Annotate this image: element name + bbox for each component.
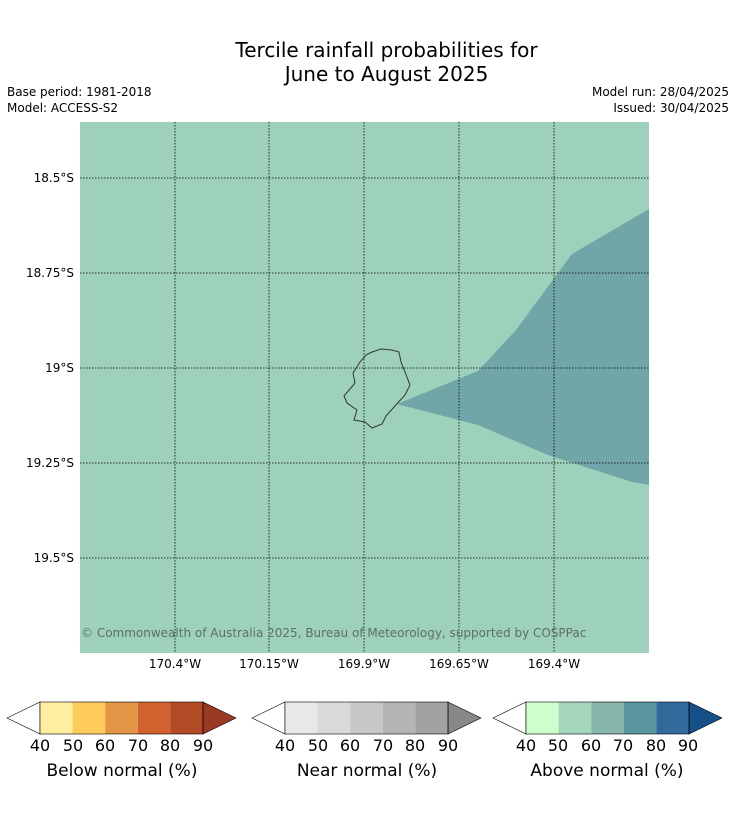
lon-label: 169.65°W [429,657,489,671]
colorbar-tick: 40 [515,736,537,755]
map-canvas [80,122,649,653]
colorbar-segment [40,702,73,734]
colorbar-segment [558,702,592,734]
colorbar-tick: 60 [94,736,116,755]
colorbar-tick: 50 [307,736,329,755]
colorbar-segment [170,702,203,734]
lon-label: 170.4°W [148,657,202,671]
colorbar-legends [6,701,723,735]
colorbar-outline [525,701,690,735]
lat-label: 19.25°S [26,456,74,470]
colorbar-over-arrow [688,701,723,735]
colorbar-over-arrow [447,701,482,735]
lon-label: 170.15°W [239,657,299,671]
colorbar-segment [350,702,383,734]
colorbar-segment [382,702,416,734]
below-normal-label: Below normal (%) [46,761,198,781]
colorbar-under-arrow [6,701,41,735]
above-normal-label: Above normal (%) [530,761,684,781]
colorbar-segment [317,702,351,734]
title-line-2: June to August 2025 [284,62,489,86]
colorbar-segment [415,702,448,734]
colorbar-segment [72,702,106,734]
colorbar-tick: 60 [339,736,361,755]
colorbar-segment [105,702,138,734]
graticule [80,122,649,653]
colorbar-tick: 90 [677,736,699,755]
issued-date: Issued: 30/04/2025 [613,101,729,115]
colorbar-tick: 40 [274,736,296,755]
colorbar-under-arrow [492,701,527,735]
colorbar-tick: 60 [580,736,602,755]
lat-label: 19°S [45,361,74,375]
colorbar-outline [284,701,449,735]
colorbar-tick: 70 [612,736,634,755]
title-line-1: Tercile rainfall probabilities for [235,38,538,62]
meta-right: Model run: 28/04/2025 Issued: 30/04/2025 [592,84,729,116]
lat-label: 18.5°S [33,171,74,185]
colorbar-segment [526,702,559,734]
colorbar-tick: 40 [29,736,51,755]
lat-label: 19.5°S [33,551,74,565]
copyright-notice: © Commonwealth of Australia 2025, Bureau… [81,626,587,640]
colorbar-tick: 80 [645,736,667,755]
colorbar-under-arrow [251,701,286,735]
colorbar-segment [591,702,624,734]
colorbar-tick: 70 [372,736,394,755]
near-normal-label: Near normal (%) [296,761,438,781]
model-name: Model: ACCESS-S2 [7,101,119,115]
colorbar-segment [285,702,318,734]
colorbar-tick: 90 [192,736,214,755]
colorbar-tick: 80 [159,736,181,755]
colorbar-tick: 90 [437,736,459,755]
lat-label: 18.75°S [26,266,74,280]
model-run: Model run: 28/04/2025 [591,85,729,99]
above-normal-region [397,209,649,485]
colorbar-over-arrow [202,701,237,735]
colorbar-tick: 50 [62,736,84,755]
niue-island-outline [343,348,411,429]
lon-label: 169.9°W [337,657,391,671]
colorbar-tick: 70 [127,736,149,755]
colorbar-segment [623,702,657,734]
colorbar-tick: 50 [547,736,569,755]
base-period: Base period: 1981-2018 [7,85,152,99]
colorbar-segment [656,702,689,734]
lon-label: 169.4°W [527,657,581,671]
map-title: Tercile rainfall probabilities for June … [0,38,736,86]
colorbar-outline [39,701,204,735]
colorbar-segment [137,702,171,734]
colorbar-tick: 80 [404,736,426,755]
meta-left: Base period: 1981-2018 Model: ACCESS-S2 [7,84,152,116]
